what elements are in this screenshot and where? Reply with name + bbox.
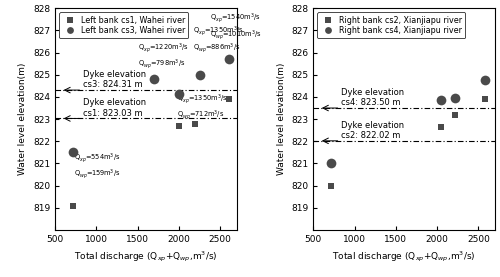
Point (224, 97, 232, 101)
Text: Dyke elevation
cs1: 823.03 m: Dyke elevation cs1: 823.03 m (83, 98, 146, 118)
Point (438, 125, 446, 129)
Text: Q$_{xp}$=1540m$^3$/s
Q$_{wp}$=1010m$^3$/s: Q$_{xp}$=1540m$^3$/s Q$_{wp}$=1010m$^3$/… (210, 11, 262, 42)
X-axis label: Total discharge (Q$_{xp}$+Q$_{wp}$,m$^3$/s): Total discharge (Q$_{xp}$+Q$_{wp}$,m$^3$… (74, 249, 218, 264)
Point (150, 77, 158, 81)
Text: Q$_{xp}$=1220m$^3$/s
Q$_{wp}$=798m$^3$/s: Q$_{xp}$=1220m$^3$/s Q$_{wp}$=798m$^3$/s (138, 41, 188, 71)
Point (452, 96, 460, 100)
Point (175, 124, 183, 128)
Legend: Right bank cs2, Xianjiapu river, Right bank cs4, Xianjiapu river: Right bank cs2, Xianjiapu river, Right b… (317, 12, 466, 39)
Text: Dyke elevation
cs4: 823.50 m: Dyke elevation cs4: 823.50 m (342, 88, 404, 107)
Legend: Left bank cs1, Wahei river, Left bank cs3, Wahei river: Left bank cs1, Wahei river, Left bank cs… (59, 12, 188, 39)
Point (175, 91, 183, 96)
Point (327, 161, 335, 166)
Text: Q$_{xp}$=1350m$^3$/s
Q$_{wp}$=712m$^3$/s: Q$_{xp}$=1350m$^3$/s Q$_{wp}$=712m$^3$/s (178, 92, 228, 122)
Point (481, 97, 489, 101)
Y-axis label: Water level elevation(m): Water level elevation(m) (276, 63, 285, 175)
Point (438, 98, 446, 102)
Point (192, 121, 200, 126)
Point (224, 57, 232, 61)
X-axis label: Total discharge (Q$_{xp}$+Q$_{wp}$,m$^3$/s): Total discharge (Q$_{xp}$+Q$_{wp}$,m$^3$… (332, 249, 476, 264)
Point (68, 150, 76, 155)
Text: Q$_{xp}$=554m$^3$/s
Q$_{wp}$=159m$^3$/s: Q$_{xp}$=554m$^3$/s Q$_{wp}$=159m$^3$/s (74, 151, 120, 181)
Point (196, 73, 203, 77)
Text: Q$_{xp}$=1350m$^3$/s
Q$_{wp}$=886m$^3$/s: Q$_{xp}$=1350m$^3$/s Q$_{wp}$=886m$^3$/s (193, 25, 244, 55)
Point (327, 183, 335, 188)
Text: Dyke elevation
cs3: 824.31 m: Dyke elevation cs3: 824.31 m (83, 70, 146, 89)
Point (481, 78, 489, 83)
Point (68, 203, 76, 208)
Point (452, 112, 460, 117)
Y-axis label: Water level elevation(m): Water level elevation(m) (18, 63, 28, 175)
Text: Dyke elevation
cs2: 822.02 m: Dyke elevation cs2: 822.02 m (342, 121, 404, 140)
